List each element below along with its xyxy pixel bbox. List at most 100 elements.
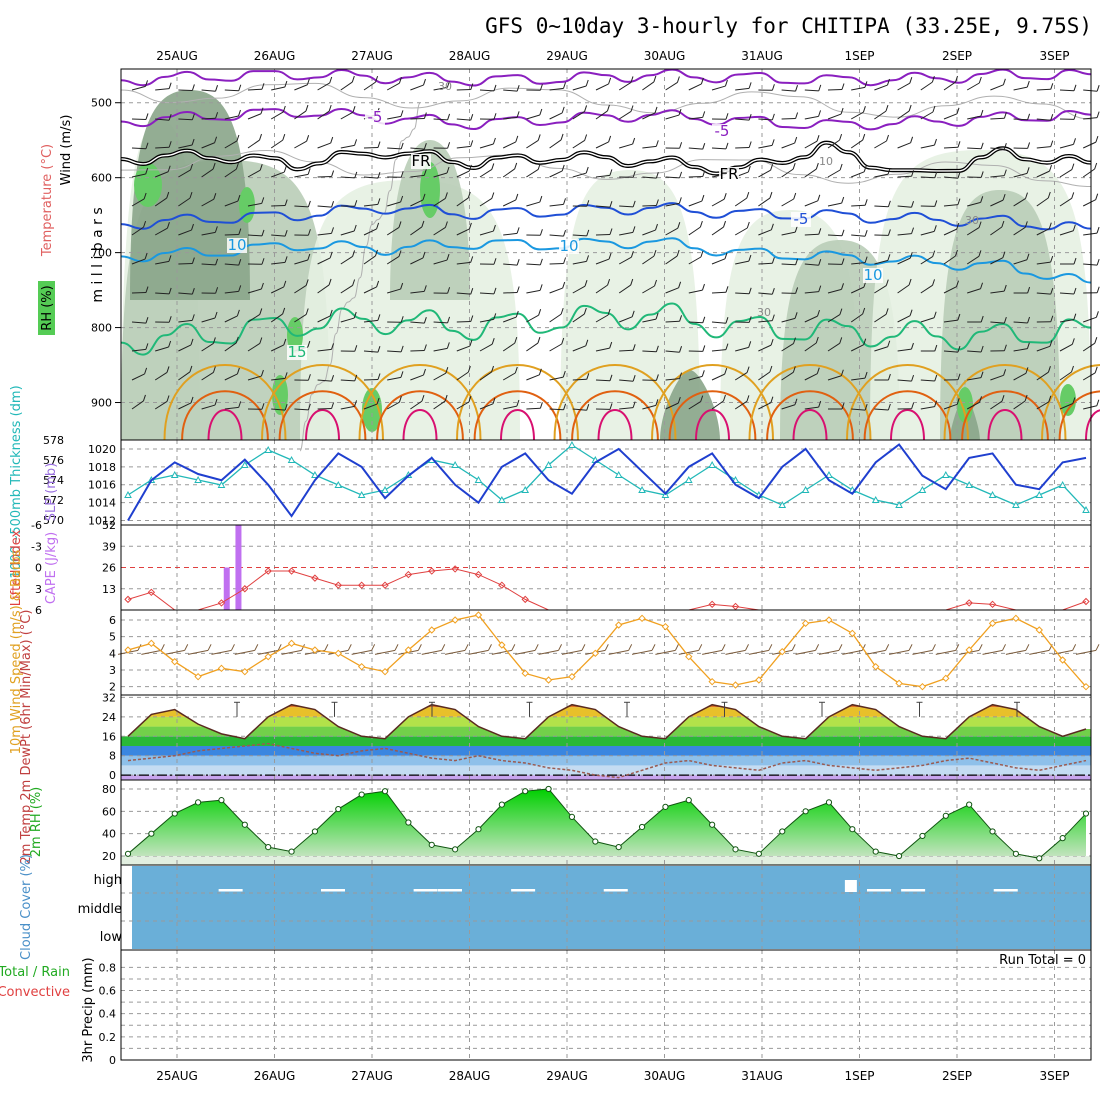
rh-point: [1059, 835, 1066, 842]
surface-wind-barb-flag: [488, 644, 492, 651]
wind-barb: [479, 343, 493, 352]
wind-barb-flag: [932, 250, 936, 257]
wind-barb-flag: [282, 307, 286, 315]
wind-barb-flag: [1073, 287, 1077, 295]
lifted-index-point: [1082, 597, 1090, 606]
wind-barb: [456, 228, 470, 236]
surface-wind-barb-flag: [1095, 644, 1100, 651]
wind-barb: [155, 118, 170, 121]
wind-barb-flag: [1072, 397, 1076, 404]
wind-barb: [433, 372, 447, 381]
wind-speed-point: [895, 679, 903, 688]
wind-barb-flag: [771, 314, 775, 321]
wind-barb: [920, 317, 935, 323]
pressure-axis: 500 600 700 800 900: [91, 97, 121, 410]
wind-barb: [665, 402, 679, 410]
wind-barb-flag: [562, 281, 566, 289]
wind-barb: [781, 231, 796, 236]
wind-barb: [340, 317, 355, 323]
contour-label: 15: [287, 343, 306, 361]
cloud-gap: [844, 880, 857, 892]
wind-barb-flag: [1071, 192, 1075, 199]
cloud-layer-axis: high middle low: [78, 873, 123, 945]
label-bg: [365, 110, 385, 125]
wind-barb-flag: [190, 396, 194, 404]
thickness-tick: 576: [43, 454, 64, 467]
wind-barb-flag: [887, 254, 891, 261]
wind-barb-flag: [586, 373, 590, 380]
lifted-index-point: [147, 588, 156, 596]
thickness-point: [801, 485, 810, 493]
rh-point: [1036, 855, 1043, 862]
wind-barb-flag: [537, 134, 541, 141]
temperature-tick: 16: [102, 730, 116, 743]
surface-wind-barb: [678, 649, 699, 655]
wind-barb: [178, 402, 192, 410]
rh-point: [545, 785, 552, 793]
wind-barb: [224, 315, 238, 323]
wind-barb: [317, 232, 332, 236]
pressure-tick: 800: [91, 322, 112, 335]
surface-wind-barb: [608, 649, 629, 655]
wind-barb-flag: [863, 165, 867, 172]
wind-barb: [827, 342, 840, 352]
wind-barb: [572, 111, 585, 120]
wind-barb-flag: [585, 79, 589, 87]
wind-barb: [456, 145, 471, 149]
wind-barb: [897, 315, 911, 323]
label-bg: [411, 154, 431, 169]
wind-barb-flag: [214, 226, 218, 233]
cloud-cover-panel: high middle low: [78, 864, 1092, 951]
wind-barb-flag: [143, 192, 147, 200]
wind-barb-flag: [630, 76, 634, 83]
wind-barb: [340, 256, 353, 265]
date-label-bottom: 28AUG: [449, 1069, 491, 1083]
wind-barb: [294, 110, 307, 120]
wind-barb-flag: [839, 163, 843, 171]
wind-barb: [688, 200, 703, 207]
thickness-point: [614, 470, 623, 478]
wind-barb-flag: [840, 107, 844, 115]
wind-barb-flag: [191, 288, 195, 295]
wind-barb: [990, 199, 1004, 207]
wind-barb: [618, 82, 632, 91]
surface-wind-barb-flag: [534, 644, 539, 651]
surface-wind-barb: [538, 649, 559, 655]
wind-barb: [270, 286, 285, 294]
wind-barb: [943, 255, 956, 265]
wind-barb-flag: [818, 84, 822, 92]
wind-barb-flag: [934, 138, 937, 146]
wind-barb-flag: [585, 166, 589, 174]
wind-barb-flag: [516, 286, 520, 293]
wind-barb: [1036, 170, 1050, 178]
wind-barb: [340, 81, 353, 91]
wind-barb-flag: [398, 77, 402, 84]
wind-barb: [758, 262, 773, 265]
wind-barb: [619, 205, 634, 208]
wind-barb: [758, 197, 771, 207]
wind-barb-flag: [145, 286, 149, 293]
rh-point: [989, 828, 996, 835]
wind-barb: [735, 292, 750, 295]
wind-barb-flag: [1073, 84, 1077, 91]
wind-barb-flag: [586, 255, 590, 262]
wind-barb-flag: [885, 308, 889, 315]
temperature-2m-label: 2m Temp 2m DewPt (6hr Min/Max) (°C): [19, 610, 34, 865]
wind-barb: [966, 401, 980, 410]
wind-barb-flag: [189, 191, 193, 199]
cloud-layer-tick: middle: [78, 902, 122, 917]
wind-barb-flag: [213, 193, 217, 200]
lifted-index-point: [451, 565, 459, 573]
surface-wind-barb-flag: [160, 644, 165, 651]
wind-barb: [131, 400, 144, 410]
wind-barb: [503, 116, 518, 120]
wind-barb-flag: [1026, 342, 1030, 349]
wind-barb-flag: [539, 284, 543, 291]
date-label-bottom: 1SEP: [844, 1069, 874, 1083]
wind-barb: [503, 263, 518, 266]
wind-barb-flag: [467, 365, 471, 373]
wind-barb-flag: [586, 229, 590, 237]
wind-speed-point: [1058, 656, 1067, 664]
wind-barb: [154, 372, 168, 381]
wind-barb: [433, 227, 446, 236]
